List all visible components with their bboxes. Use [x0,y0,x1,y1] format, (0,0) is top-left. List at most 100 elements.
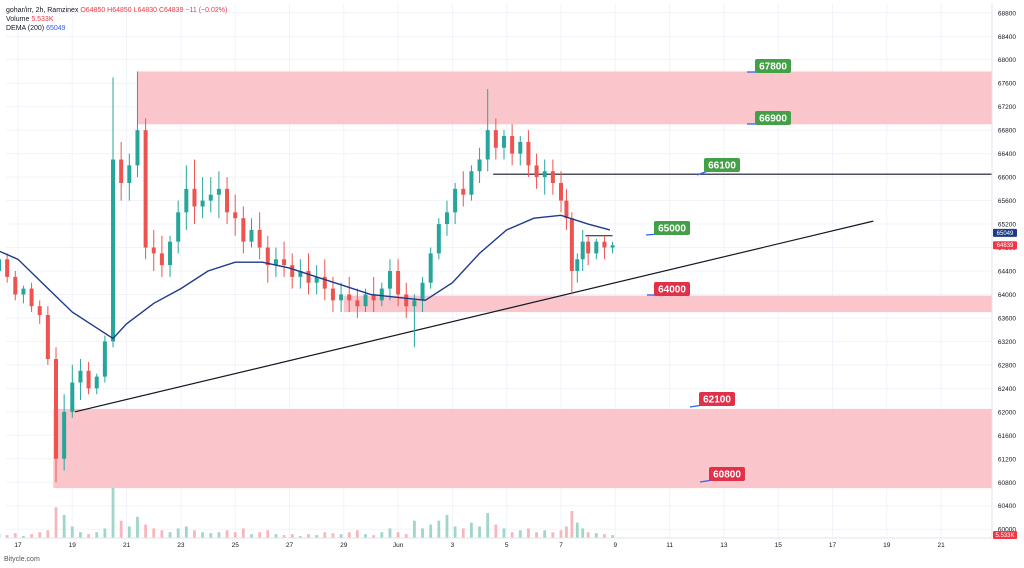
candle-body [21,288,26,295]
volume-bar [274,534,278,538]
volume-bar [421,528,424,538]
candle-body [534,165,539,178]
volume-bar [437,520,441,538]
volume-bar [559,530,563,538]
price-tick-label: 65200 [998,222,1016,229]
volume-bar [13,533,17,538]
volume-bar [193,530,196,538]
price-axis: 60000 60400 60800 61200 61600 62000 62400 62800… [991,4,1016,538]
supply-demand-zones [53,71,993,489]
candle-body [176,212,181,242]
level-labels: 67800 66900 66100 65000 64000 62100 60800 [645,59,791,483]
candle-body [575,259,580,271]
volume-bar [225,530,229,538]
level-label-box [709,467,745,481]
candle-body [444,212,449,225]
candle-body [200,200,205,207]
price-tick-label: 65600 [998,198,1016,205]
price-tick-label: 68000 [998,57,1016,64]
volume-bar [307,534,310,538]
candle-body [29,288,34,307]
volume-bar [250,534,253,538]
level-label-text: 66900 [759,114,787,125]
price-badge-text: 64839 [997,243,1014,249]
candle-body [208,194,213,201]
time-axis: 17 19 21 23 25 27 29 Jun 3 5 7 9 11 13 15 17 19 21 [6,537,992,549]
candle-body [102,341,107,377]
candle-body [249,229,254,242]
time-tick-label: 11 [666,542,673,549]
volume-bar [241,528,245,538]
candle-body [485,130,490,160]
price-badge-text: 65049 [997,231,1014,237]
candle-body [355,300,360,307]
candle-body [602,241,607,248]
candle-body [396,271,401,295]
watermark: Bitycle.com [4,556,40,563]
volume-bar [339,534,343,538]
volume-bar [527,528,530,538]
candle-body [184,188,189,213]
candle-body [569,218,574,271]
volume-bar [570,511,574,538]
volume-bar [111,488,115,538]
volume-bar [611,535,614,538]
price-tick-label: 68400 [998,34,1016,41]
time-tick-label: 21 [937,542,945,549]
candle-body [404,294,409,307]
volume-bar [565,526,568,538]
candle-body [241,218,246,242]
price-tick-label: 62800 [998,362,1016,369]
candle-body [586,241,591,254]
level-label-box [755,59,791,73]
candle-body [273,259,278,266]
volume-bar [581,528,585,538]
volume-bar [347,532,351,538]
level-label-text: 66100 [708,161,736,172]
volume-bar [79,532,82,538]
candle-body [542,171,547,178]
level-label-text: 60800 [713,470,741,481]
candle-body [564,200,569,219]
time-tick-label: 29 [340,542,348,549]
candle-body [37,306,42,316]
volume-bar [445,514,449,538]
price-tick-label: 64000 [998,292,1016,299]
volume-bar [535,532,538,538]
candle-body [461,188,466,195]
volume-bar [543,530,547,538]
candle-body [550,171,555,183]
candle-body [453,188,458,213]
candle-body [257,229,262,248]
time-tick-label: 19 [883,542,891,549]
candle-body [0,259,1,271]
candle-body [379,288,384,301]
price-tick-label: 63600 [998,315,1016,322]
candle-body [119,159,124,183]
volume-bar [144,524,148,538]
level-label-text: 65000 [658,224,686,235]
volume-bar [95,532,99,538]
price-badge [993,531,1017,539]
candle-body [298,271,303,277]
candle-body [322,276,327,289]
price-tick-label: 61200 [998,456,1016,463]
dema-value: 65049 [46,25,66,32]
volume-bar [364,534,367,538]
volume-bar [290,534,294,538]
candle-body [290,265,295,277]
volume-bar [62,514,66,538]
candle-body [314,276,319,283]
volume-bar [502,528,506,538]
volume-bar [54,507,58,538]
candle-body [339,294,344,301]
price-tick-label: 68800 [998,10,1016,17]
price-tick-label: 60800 [998,480,1016,487]
price-badge [993,241,1017,250]
volume-bar [404,534,408,538]
price-tick-label: 61600 [998,433,1016,440]
candle-body [216,188,221,195]
candle-body [168,241,173,266]
candle-body [347,294,352,301]
